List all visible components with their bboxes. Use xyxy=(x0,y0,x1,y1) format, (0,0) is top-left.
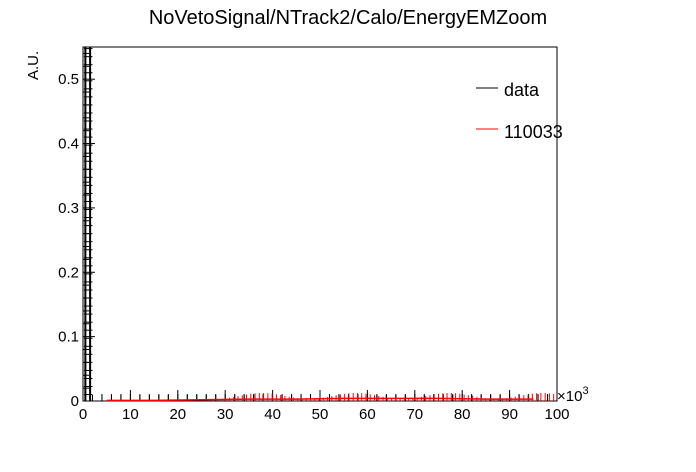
x-tick-label: 30 xyxy=(217,406,234,423)
series-110033 xyxy=(106,393,555,402)
x-tick-label: 50 xyxy=(312,406,329,423)
x-tick-label: 60 xyxy=(359,406,376,423)
y-tick-label: 0 xyxy=(71,393,79,410)
x-axis-multiplier: ×103 xyxy=(557,385,589,405)
series-layer xyxy=(83,47,555,402)
plot-frame xyxy=(82,46,558,402)
legend-label-data: data xyxy=(504,80,540,100)
x-multiplier-exponent: 3 xyxy=(582,385,588,397)
chart-title: NoVetoSignal/NTrack2/Calo/EnergyEMZoom xyxy=(149,7,547,29)
series-data xyxy=(83,47,549,401)
x-axis-ticks: 0 10 20 30 40 50 60 70 80 90 100 xyxy=(79,390,570,423)
x-tick-label: 0 xyxy=(79,406,87,423)
y-axis-label: A.U. xyxy=(25,51,42,80)
y-tick-label: 0.5 xyxy=(58,71,79,88)
x-tick-label: 90 xyxy=(501,406,518,423)
y-tick-label: 0.2 xyxy=(58,264,79,281)
legend-label-110033: 110033 xyxy=(504,122,563,142)
x-tick-label: 80 xyxy=(454,406,471,423)
x-tick-label: 10 xyxy=(122,406,139,423)
x-tick-label: 40 xyxy=(264,406,281,423)
x-tick-label: 100 xyxy=(544,406,569,423)
y-tick-label: 0.1 xyxy=(58,329,79,346)
x-multiplier-base: ×10 xyxy=(557,388,582,405)
y-tick-label: 0.3 xyxy=(58,200,79,217)
series-110033-line xyxy=(106,397,534,402)
y-tick-label: 0.4 xyxy=(58,136,79,153)
legend: data 110033 xyxy=(476,80,563,142)
x-tick-label: 70 xyxy=(406,406,423,423)
x-tick-label: 20 xyxy=(169,406,186,423)
